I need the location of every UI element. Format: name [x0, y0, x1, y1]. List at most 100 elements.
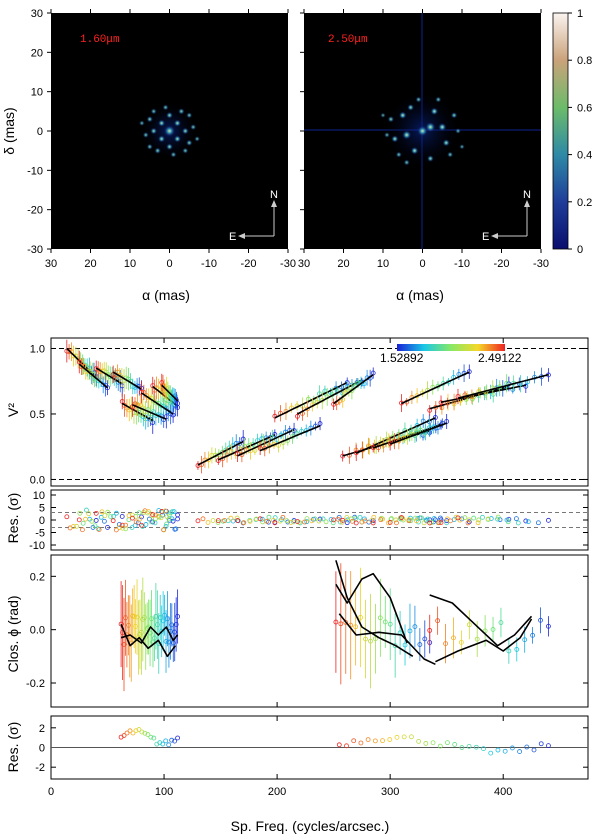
v2-model-line [389, 422, 447, 445]
spot-19 [146, 143, 153, 150]
v2-res-point [114, 510, 119, 516]
ytick-label: 2 [39, 723, 45, 735]
v2-res-point [89, 518, 95, 524]
cp-point [458, 639, 464, 645]
spot-15 [395, 151, 402, 158]
heatmap-1-spots [138, 104, 201, 158]
v2-res-point [371, 514, 377, 520]
v2-res-point [399, 515, 404, 520]
cp-point [353, 624, 359, 630]
cp-point [154, 622, 160, 628]
cp-point [377, 615, 383, 621]
v2-res-point [471, 515, 477, 521]
v2-model-line [237, 428, 295, 457]
v2-point [438, 400, 444, 406]
cp-point [159, 628, 165, 634]
cp-res-point [145, 732, 151, 737]
v2-res-point [171, 509, 177, 515]
cp-res-point [358, 740, 364, 746]
spot-17 [403, 159, 410, 166]
v2-model-line [95, 367, 123, 385]
ytick-label: -30 [27, 244, 43, 256]
panel-closure-phase: 0.2 0.0 -0.2 [26, 554, 589, 708]
v2-res-point [150, 512, 156, 517]
v2-res-point [108, 514, 114, 520]
ytick-label: -0.2 [26, 678, 45, 690]
spot-11 [450, 112, 458, 119]
colorbar-tick-label: 0 [577, 244, 583, 256]
v2-res-point [515, 520, 521, 526]
cp-res-point [517, 749, 522, 754]
v2-res-point [84, 507, 89, 513]
v2-res-point [455, 515, 461, 521]
v2-point [159, 380, 165, 385]
heatmap-1-ylabel: δ (mas) [1, 107, 17, 154]
cp-res-point [166, 742, 172, 748]
v2-res-point [378, 517, 384, 523]
v2-res-point [309, 518, 315, 524]
ytick-label: 10 [33, 490, 45, 502]
v2-res-point [485, 516, 491, 522]
v2-res-point [210, 518, 216, 523]
v2-res-point [535, 520, 541, 526]
v2-res-point [170, 518, 176, 524]
ytick-label: 5 [39, 503, 45, 515]
wavelength-bar-min: 1.52892 [380, 351, 424, 365]
xtick-label: -10 [201, 258, 217, 270]
cp-res-point [136, 727, 142, 732]
v2-point [146, 395, 152, 401]
v2-res-point [480, 514, 485, 520]
wavelength-bar-gradient [397, 344, 505, 351]
v2-res-point [302, 519, 308, 525]
v2-res-point [99, 509, 105, 515]
v2-res-point [169, 509, 175, 515]
v2-res-point [448, 518, 453, 524]
v2-res-point [70, 524, 76, 529]
v2-res-point [525, 519, 531, 525]
v2-res-point [353, 520, 359, 526]
v2-res-point [335, 516, 341, 522]
cp-res-point [546, 743, 551, 749]
cp-point [333, 619, 339, 625]
v2-res-point [362, 516, 367, 522]
xtick-label: 0 [419, 258, 425, 270]
v2-model-line [140, 392, 174, 415]
v2-res-point [137, 516, 143, 522]
spot-9 [407, 104, 415, 111]
v2-point [171, 394, 177, 400]
cp-res-point [524, 744, 530, 750]
v2-res-point [331, 517, 337, 523]
v2-res-point [86, 511, 92, 517]
v2-res-point [330, 520, 336, 526]
v2-res-point [475, 520, 481, 526]
spot-2 [173, 119, 181, 127]
v2-res-point [175, 512, 181, 518]
spot-6 [181, 127, 189, 135]
ytick-label: 0 [39, 515, 45, 527]
cp-point [474, 636, 480, 642]
xtick-label: 30 [45, 258, 57, 270]
ytick-label: 0.0 [30, 625, 45, 637]
cp-point [175, 614, 181, 619]
cp-res-point [488, 750, 494, 756]
v2-res-point [93, 510, 99, 516]
v2-res-point [419, 515, 424, 521]
compass-2-north: N [523, 189, 531, 201]
v2-res-point [162, 508, 168, 514]
v2-res-point [113, 527, 119, 533]
v2-res-ylabel: Res. (σ) [5, 493, 21, 544]
v2-model-line [457, 373, 549, 399]
v2-res-point [92, 523, 98, 529]
heatmap-2-xlabel: α (mas) [396, 287, 444, 303]
spot-19 [455, 128, 461, 134]
xtick-label: 0 [48, 786, 54, 798]
ytick-label: 0.5 [30, 409, 45, 421]
v2-res-point [80, 527, 85, 533]
cp-point [162, 612, 167, 618]
cp-res-point [466, 744, 472, 749]
spot-7 [442, 139, 450, 147]
cp-point [522, 637, 528, 643]
cp-res-point [416, 738, 422, 744]
v2-res-point [143, 522, 149, 527]
